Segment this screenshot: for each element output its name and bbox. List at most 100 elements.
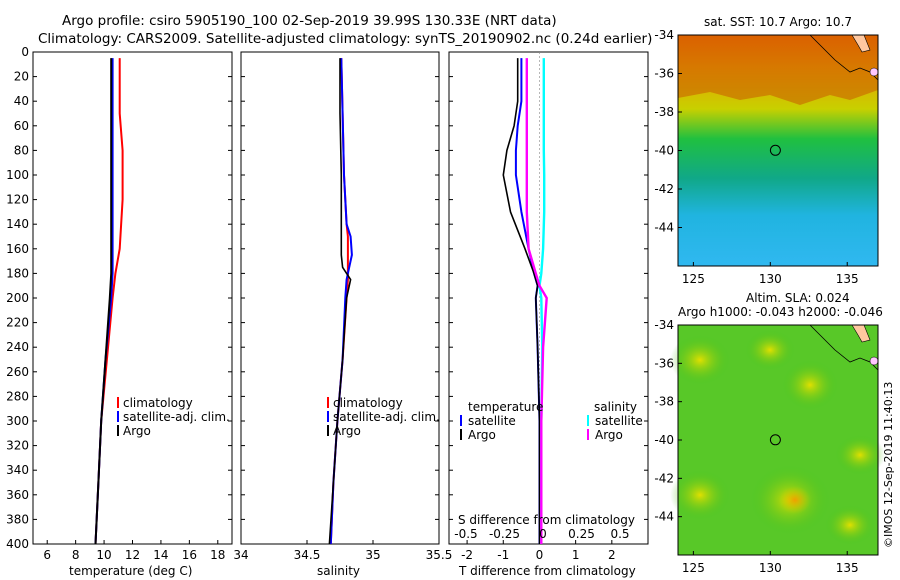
sla-map-subtitle: Argo h1000: -0.043 h2000: -0.046 bbox=[678, 305, 883, 319]
y-tick-label: 220 bbox=[6, 316, 29, 330]
x-tick-label: 16 bbox=[182, 548, 197, 562]
series-line-salinity-argo bbox=[525, 58, 548, 544]
map-y-tick-label: -36 bbox=[654, 67, 674, 81]
series-line-argo bbox=[328, 58, 352, 545]
sst-map-title: sat. SST: 10.7 Argo: 10.7 bbox=[704, 15, 852, 29]
x-axis-label: salinity bbox=[317, 564, 360, 578]
legend-label: Argo bbox=[333, 424, 361, 438]
sla-anomaly bbox=[825, 505, 875, 545]
x-tick-label: 35.5 bbox=[426, 548, 453, 562]
legend-title-salinity: salinity bbox=[594, 400, 637, 414]
secondary-tick-label: 0 bbox=[539, 527, 547, 541]
header-line-2: Climatology: CARS2009. Satellite-adjuste… bbox=[38, 31, 652, 47]
secondary-tick-label: -0.5 bbox=[454, 527, 477, 541]
sla-map: -34 -36 -38 -40 -42 -44 125 130 135 Altim. SLA: 0… bbox=[654, 291, 885, 575]
x-tick-label: -2 bbox=[461, 548, 473, 562]
legend-label: Argo bbox=[595, 428, 623, 442]
header-line-1: Argo profile: csiro 5905190_100 02-Sep-2… bbox=[62, 13, 557, 29]
secondary-tick-label: 0.25 bbox=[568, 527, 595, 541]
y-tick-label: 200 bbox=[6, 291, 29, 305]
argo-location-marker bbox=[769, 434, 781, 446]
y-tick-label: 100 bbox=[6, 168, 29, 182]
map-y-tick-label: -42 bbox=[654, 471, 674, 485]
y-tick-label: 400 bbox=[6, 537, 29, 551]
y-tick-label: 240 bbox=[6, 340, 29, 354]
sla-anomaly bbox=[835, 435, 885, 475]
sla-anomaly bbox=[670, 470, 730, 520]
y-tick-label: 0 bbox=[21, 45, 29, 59]
map-y-tick-label: -44 bbox=[654, 510, 674, 524]
sst-map: -34 -36 -38 -40 -42 -44 125 130 135 sat. SST: 10.… bbox=[654, 15, 879, 286]
x-tick-label: 8 bbox=[72, 548, 80, 562]
x-tick-label: 2 bbox=[608, 548, 616, 562]
y-tick-label: 140 bbox=[6, 217, 29, 231]
series-line-temperature-argo bbox=[502, 58, 541, 544]
legend-label: satellite-adj. clim. bbox=[123, 410, 230, 424]
map-y-tick-label: -42 bbox=[654, 182, 674, 196]
secondary-axis-label: S difference from climatology bbox=[458, 513, 635, 527]
map-y-tick-label: -40 bbox=[654, 144, 674, 158]
x-tick-label: 34 bbox=[233, 548, 248, 562]
y-tick-label: 340 bbox=[6, 463, 29, 477]
y-tick-label: 60 bbox=[14, 119, 29, 133]
sla-anomaly bbox=[782, 360, 838, 410]
x-tick-label: 6 bbox=[43, 548, 51, 562]
map-x-tick-label: 130 bbox=[759, 272, 782, 286]
y-tick-label: 260 bbox=[6, 365, 29, 379]
map-y-tick-label: -34 bbox=[654, 28, 674, 42]
secondary-tick-label: 0.5 bbox=[610, 527, 629, 541]
legend-label: Argo bbox=[123, 424, 151, 438]
sla-anomaly-strong bbox=[779, 486, 811, 514]
map-y-tick-label: -34 bbox=[654, 318, 674, 332]
map-y-tick-label: -38 bbox=[654, 395, 674, 409]
map-x-tick-label: 125 bbox=[682, 272, 705, 286]
x-axis-label: temperature (deg C) bbox=[69, 564, 192, 578]
y-tick-label: 40 bbox=[14, 94, 29, 108]
map-x-tick-label: 130 bbox=[759, 561, 782, 575]
x-tick-label: 35 bbox=[365, 548, 380, 562]
y-tick-label: 120 bbox=[6, 193, 29, 207]
y-tick-label: 380 bbox=[6, 512, 29, 526]
sla-anomaly bbox=[745, 330, 795, 370]
y-tick-label: 80 bbox=[14, 143, 29, 157]
legend-label: satellite bbox=[595, 414, 643, 428]
difference-panel: -2 -1 0 1 2 T difference from climatology temp… bbox=[448, 51, 649, 578]
y-tick-label: 160 bbox=[6, 242, 29, 256]
x-tick-label: -1 bbox=[497, 548, 509, 562]
x-tick-label: 0 bbox=[536, 548, 544, 562]
sla-anomaly bbox=[670, 335, 730, 385]
map-y-tick-label: -36 bbox=[654, 356, 674, 370]
y-tick-label: 360 bbox=[6, 488, 29, 502]
argo-location-marker bbox=[769, 144, 781, 156]
legend-title-temperature: temperature bbox=[468, 400, 543, 414]
sla-map-title: Altim. SLA: 0.024 bbox=[746, 291, 850, 305]
map-x-tick-label: 125 bbox=[682, 561, 705, 575]
map-y-tick-label: -40 bbox=[654, 433, 674, 447]
legend-label: climatology bbox=[123, 396, 193, 410]
island-sst bbox=[869, 67, 879, 77]
credit-text: ©IMOS 12-Sep-2019 11:40:13 bbox=[882, 382, 895, 548]
x-axis-label: T difference from climatology bbox=[458, 564, 636, 578]
y-tick-label: 320 bbox=[6, 439, 29, 453]
island-sla bbox=[869, 356, 879, 366]
y-tick-label: 20 bbox=[14, 70, 29, 84]
legend-label: satellite-adj. clim. bbox=[333, 410, 440, 424]
y-tick-label: 300 bbox=[6, 414, 29, 428]
temperature-panel: 0 20 40 60 80 100 120 140 160 180 200 220 240 260 280 3… bbox=[6, 45, 233, 578]
x-tick-label: 1 bbox=[572, 548, 580, 562]
x-tick-label: 12 bbox=[125, 548, 140, 562]
y-tick-label: 180 bbox=[6, 266, 29, 280]
x-tick-label: 34.5 bbox=[294, 548, 321, 562]
series-line-argo bbox=[94, 58, 113, 545]
salinity-panel: 34 34.5 35 35.5 salinity climatologysatellite… bbox=[233, 51, 453, 578]
legend-label: Argo bbox=[468, 428, 496, 442]
map-x-tick-label: 135 bbox=[836, 272, 859, 286]
x-tick-label: 10 bbox=[96, 548, 111, 562]
map-x-tick-label: 135 bbox=[836, 561, 859, 575]
legend-label: climatology bbox=[333, 396, 403, 410]
secondary-tick-label: -0.25 bbox=[489, 527, 520, 541]
y-tick-label: 280 bbox=[6, 389, 29, 403]
legend-label: satellite bbox=[468, 414, 516, 428]
x-tick-label: 18 bbox=[210, 548, 225, 562]
